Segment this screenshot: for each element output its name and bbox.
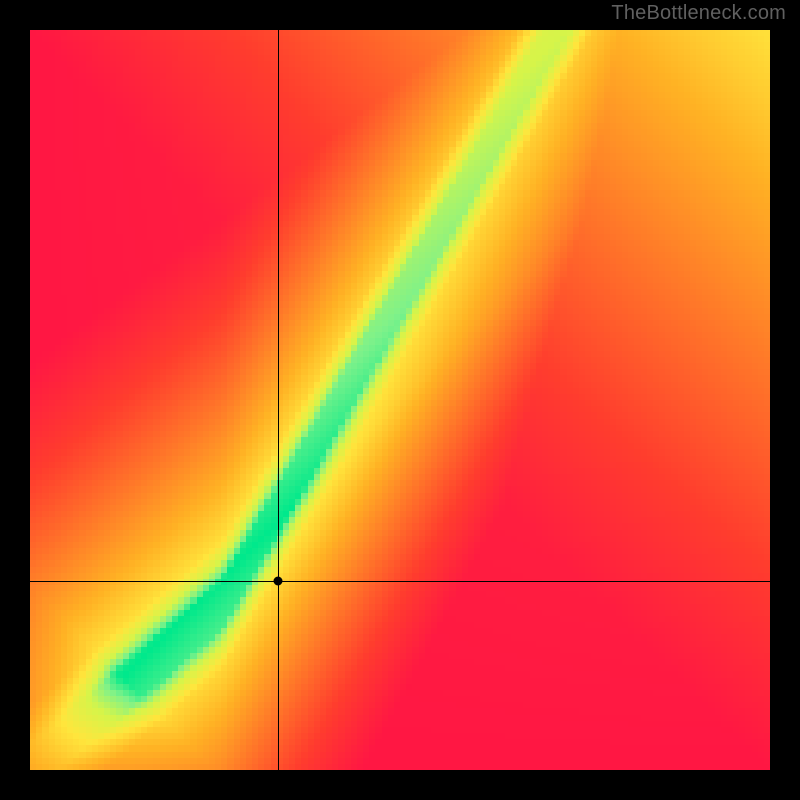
heatmap-canvas (30, 30, 770, 770)
heatmap-plot (30, 30, 770, 770)
watermark-label: TheBottleneck.com (611, 2, 786, 25)
chart-container: TheBottleneck.com (0, 0, 800, 800)
